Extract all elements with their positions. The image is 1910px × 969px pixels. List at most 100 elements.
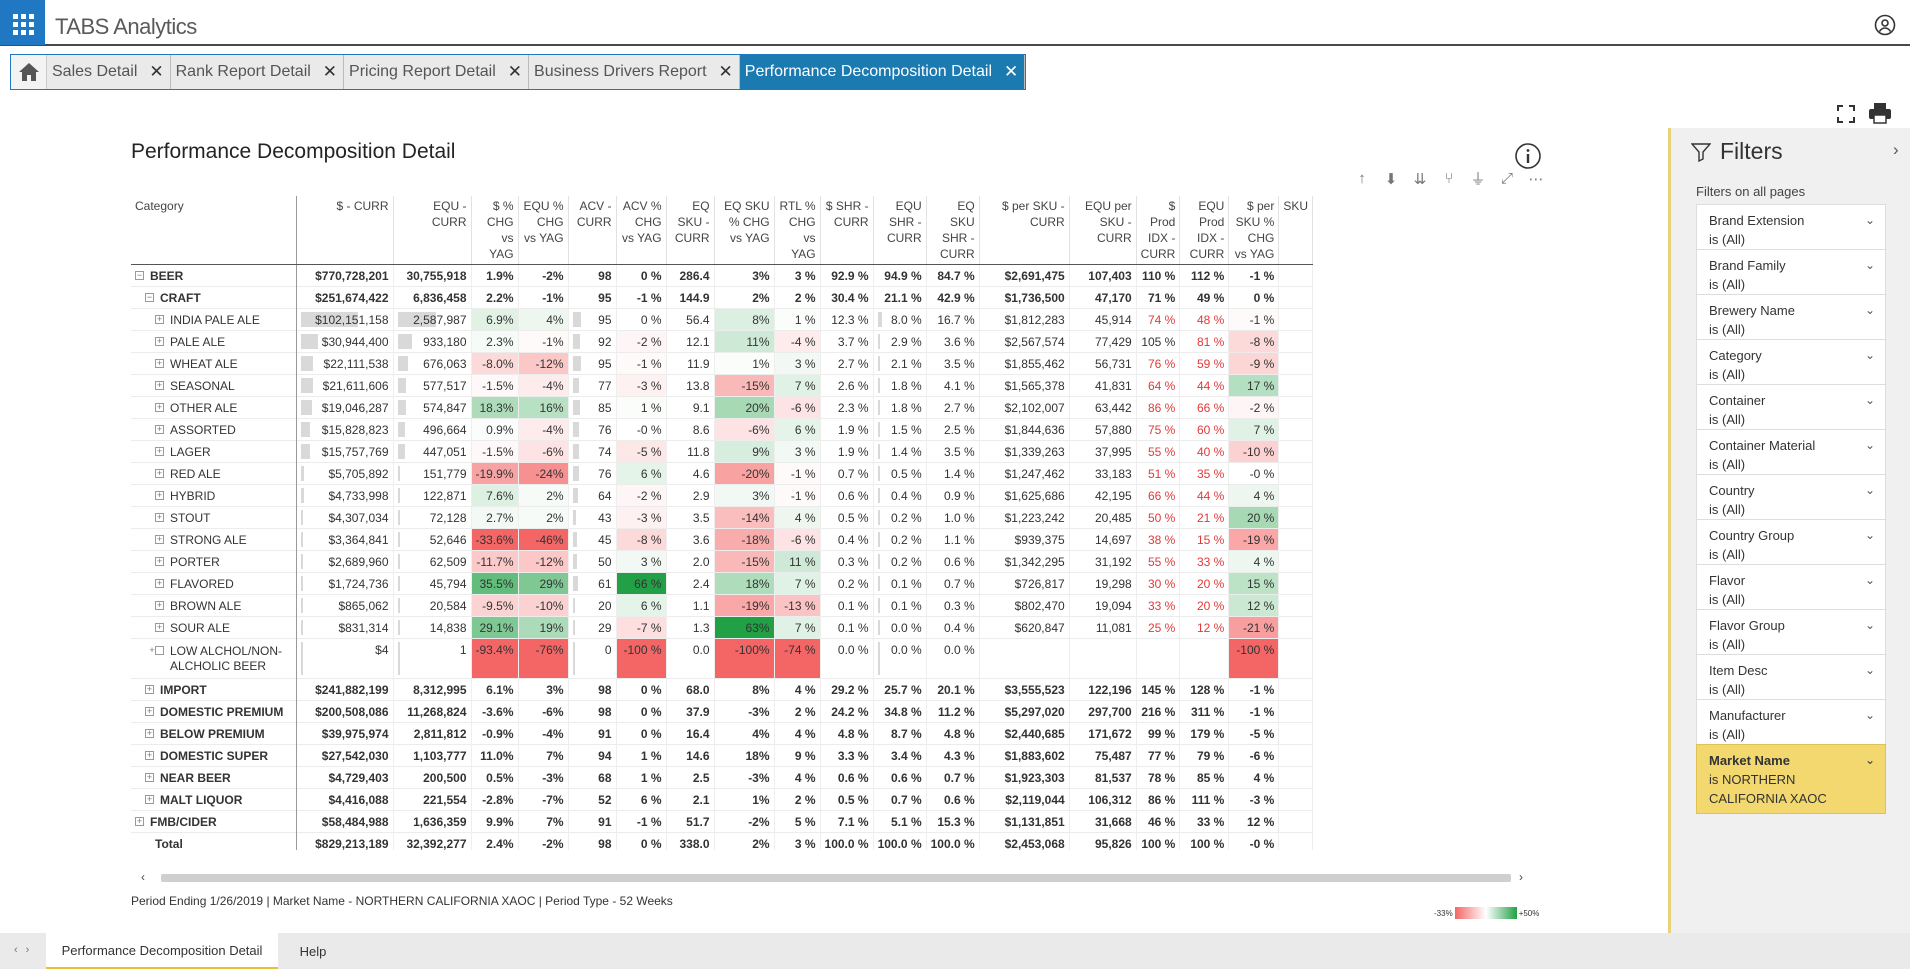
chevron-down-icon[interactable]: ⌄ (1864, 753, 1875, 767)
collapse-icon[interactable]: − (145, 292, 154, 303)
filter-card[interactable]: Manufacturer is (All) ⌄ (1696, 699, 1886, 747)
column-header[interactable]: EQU % CHG vs YAG (518, 196, 569, 265)
chevron-down-icon[interactable]: ⌄ (1864, 348, 1875, 362)
home-button[interactable] (11, 55, 47, 89)
table-row[interactable]: − CRAFT $251,674,422 6,836,458 2.2% -1% 95 -1 %… (131, 286, 1314, 309)
expand-icon[interactable]: + (145, 794, 154, 805)
filter-card[interactable]: Brand Family is (All) ⌄ (1696, 249, 1886, 297)
expand-icon[interactable]: + (145, 684, 154, 695)
chevron-down-icon[interactable]: ⌄ (1864, 438, 1875, 452)
expand-icon[interactable]: + (155, 380, 164, 391)
close-tab-icon[interactable]: ✕ (507, 62, 523, 81)
close-tab-icon[interactable]: ✕ (322, 62, 338, 81)
expand-icon[interactable]: + (155, 446, 164, 457)
table-row[interactable]: + INDIA PALE ALE $102,151,158 2,587,987 6.9%… (131, 308, 1314, 331)
table-row[interactable]: + STOUT $4,307,034 72,128 2.7% 2% 43 -3 % 3.5 -14… (131, 506, 1314, 529)
column-header[interactable]: EQ SKU SHR - CURR (926, 196, 980, 265)
report-tab-0[interactable]: Sales Detail ✕ (47, 55, 171, 89)
column-header[interactable]: $ % CHG vs YAG (471, 196, 519, 265)
table-row[interactable]: + BROWN ALE $865,062 20,584 -9.5% -10% 20 6 % 1.… (131, 594, 1314, 617)
expand-icon[interactable]: + (145, 706, 154, 717)
table-row[interactable]: + BELOW PREMIUM $39,975,974 2,811,812 -0.9% -… (131, 722, 1314, 745)
focus-mode-icon[interactable]: ⤢ (1500, 170, 1513, 187)
filter-card[interactable]: Brand Extension is (All) ⌄ (1696, 204, 1886, 252)
info-icon[interactable] (1514, 142, 1542, 170)
expand-icon[interactable]: + (155, 468, 164, 479)
chevron-down-icon[interactable]: ⌄ (1864, 483, 1875, 497)
close-tab-icon[interactable]: ✕ (718, 62, 733, 81)
column-header[interactable]: EQ SKU % CHG vs YAG (714, 196, 775, 265)
filter-card[interactable]: Container is (All) ⌄ (1696, 384, 1886, 432)
expand-icon[interactable]: + (145, 772, 154, 783)
column-header[interactable]: $ Prod IDX - CURR (1136, 196, 1181, 265)
expand-icon[interactable]: + (155, 336, 164, 347)
expand-icon[interactable]: + (135, 816, 144, 827)
filter-card[interactable]: Item Desc is (All) ⌄ (1696, 654, 1886, 702)
table-row[interactable]: + LAGER $15,757,769 447,051 -1.5% -6% 74 -5 % 11… (131, 440, 1314, 463)
table-row[interactable]: + FMB/CIDER $58,484,988 1,636,359 9.9% 7% 91 -1… (131, 810, 1314, 833)
chevron-down-icon[interactable]: ⌄ (1864, 258, 1875, 272)
table-row[interactable]: + RED ALE $5,705,892 151,779 -19.9% -24% 76 6 %… (131, 462, 1314, 485)
close-tab-icon[interactable]: ✕ (149, 62, 164, 81)
table-row[interactable]: + DOMESTIC SUPER $27,542,030 1,103,777 11.0%… (131, 744, 1314, 767)
expand-icon[interactable]: + (155, 556, 164, 567)
page-tab[interactable]: Performance Decomposition Detail (46, 933, 278, 969)
column-header[interactable]: ACV - CURR (568, 196, 617, 265)
column-header[interactable]: $ SHR - CURR (820, 196, 874, 265)
column-header[interactable]: ACV % CHG vs YAG (616, 196, 667, 265)
horizontal-scrollbar[interactable]: ‹ › (131, 870, 1531, 884)
table-row[interactable]: − BEER $770,728,201 30,755,918 1.9% -2% 98 0 % 2… (131, 264, 1314, 287)
report-tab-3[interactable]: Business Drivers Report ✕ (529, 55, 740, 89)
table-row[interactable]: + DOMESTIC PREMIUM $200,508,086 11,268,824-… (131, 700, 1314, 723)
chevron-down-icon[interactable]: ⌄ (1864, 213, 1875, 227)
filter-card[interactable]: Market Name is NORTHERN CALIFORNIA XAOC ⌄ (1696, 744, 1886, 814)
column-header[interactable]: $ per SKU - CURR (979, 196, 1070, 265)
expand-icon[interactable]: + (145, 750, 154, 761)
table-row[interactable]: + OTHER ALE $19,046,287 574,847 18.3% 16% 85 1 … (131, 396, 1314, 419)
table-row[interactable]: + NEAR BEER $4,729,403 200,500 0.5% -3% 68 1 % 2… (131, 766, 1314, 789)
expand-icon[interactable]: + (155, 600, 164, 611)
filter-icon[interactable]: ⏚ (1470, 171, 1486, 188)
expand-icon[interactable]: + (155, 424, 164, 435)
expand-icon[interactable]: + (155, 490, 164, 501)
filter-card[interactable]: Category is (All) ⌄ (1696, 339, 1886, 387)
expand-icon[interactable]: + (155, 622, 164, 633)
chevron-down-icon[interactable]: ⌄ (1864, 573, 1875, 587)
print-icon[interactable] (1868, 102, 1892, 124)
column-header[interactable]: EQU Prod IDX - CURR (1179, 196, 1230, 265)
expand-icon[interactable]: + (155, 402, 164, 413)
report-tab-4[interactable]: Performance Decomposition Detail ✕ (739, 55, 1026, 89)
filter-card[interactable]: Brewery Name is (All) ⌄ (1696, 294, 1886, 342)
filter-card[interactable]: Flavor Group is (All) ⌄ (1696, 609, 1886, 657)
user-account-icon[interactable] (1874, 14, 1896, 36)
table-row[interactable]: + PORTER $2,689,960 62,509 -11.7% -12% 50 3 % 2.… (131, 550, 1314, 573)
column-header[interactable]: EQU - CURR (393, 196, 472, 265)
filter-card[interactable]: Country Group is (All) ⌄ (1696, 519, 1886, 567)
page-tab[interactable]: Help (299, 943, 327, 959)
table-row[interactable]: + FLAVORED $1,724,736 45,794 35.5% 29% 61 66 % 2… (131, 572, 1314, 595)
column-header[interactable]: Category (131, 196, 297, 265)
table-row[interactable]: + PALE ALE $30,944,400 933,180 2.3% -1% 92 -2 %… (131, 330, 1314, 353)
table-row[interactable]: + SOUR ALE $831,314 14,838 29.1% 19% 29 -7 % 1.3… (131, 616, 1314, 639)
drill-down-toggle-icon[interactable]: ⬇ (1384, 170, 1398, 188)
page-nav-arrows-icon[interactable]: ‹› (14, 944, 38, 956)
column-header[interactable]: SKU (1278, 196, 1314, 265)
chevron-down-icon[interactable]: ⌄ (1864, 393, 1875, 407)
filter-card[interactable]: Flavor is (All) ⌄ (1696, 564, 1886, 612)
table-row[interactable]: + STRONG ALE $3,364,841 52,646 -33.6% -46% 45 -… (131, 528, 1314, 551)
chevron-down-icon[interactable]: ⌄ (1864, 618, 1875, 632)
drill-up-icon[interactable]: ↑ (1358, 170, 1366, 187)
expand-icon[interactable]: + (145, 728, 154, 739)
column-header[interactable]: $ - CURR (296, 196, 394, 265)
table-row[interactable]: + SEASONAL $21,611,606 577,517 -1.5% -4% 77 -3 … (131, 374, 1314, 397)
more-options-icon[interactable]: ⋯ (1528, 170, 1544, 188)
collapse-icon[interactable]: − (135, 270, 144, 281)
table-row[interactable]: + IMPORT $241,882,199 8,312,995 6.1% 3% 98 0 % 6… (131, 678, 1314, 701)
table-row[interactable]: Total $829,213,189 32,392,277 2.4% -2% 98 0 % 3… (131, 832, 1314, 850)
expand-all-icon[interactable]: ⑂ (1444, 170, 1454, 187)
table-row[interactable]: + LOW ALCHOL/NON-ALCHOLIC BEER $4 1 -93.4% -7… (131, 638, 1314, 679)
scroll-thumb[interactable] (161, 874, 1511, 882)
chevron-down-icon[interactable]: ⌄ (1864, 708, 1875, 722)
scroll-right-icon[interactable]: › (1519, 870, 1523, 884)
filter-card[interactable]: Container Material is (All) ⌄ (1696, 429, 1886, 477)
